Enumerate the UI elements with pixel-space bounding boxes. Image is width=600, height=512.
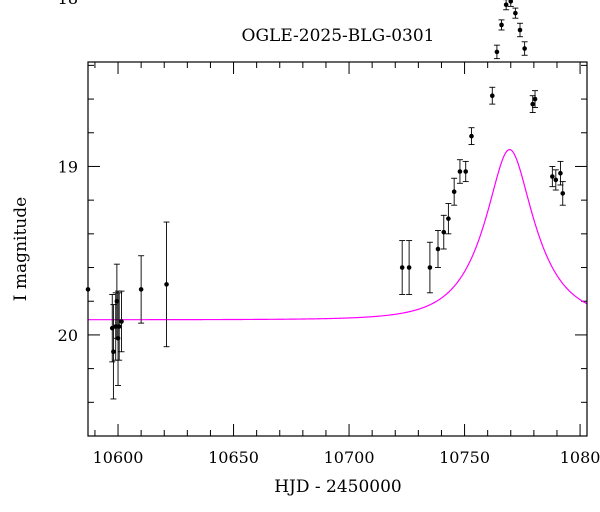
data-point xyxy=(521,41,528,56)
x-axis-label: HJD - 2450000 xyxy=(274,477,402,497)
data-point xyxy=(468,127,475,145)
point-marker xyxy=(451,189,457,195)
model-curve-line xyxy=(88,148,588,321)
point-marker xyxy=(530,101,536,107)
x-tick-label: 10750 xyxy=(439,448,490,467)
data-point xyxy=(507,0,514,7)
data-point xyxy=(557,160,564,186)
point-marker xyxy=(522,46,527,51)
x-tick-label: 10700 xyxy=(324,448,375,467)
data-point xyxy=(517,22,524,38)
data-point xyxy=(529,95,536,113)
point-marker xyxy=(517,27,523,33)
point-marker xyxy=(446,216,451,221)
data-point xyxy=(552,169,559,191)
point-marker xyxy=(513,10,518,16)
point-marker xyxy=(489,93,495,98)
point-marker xyxy=(138,287,144,292)
point-marker xyxy=(494,49,500,55)
data-point xyxy=(462,160,469,183)
point-marker xyxy=(114,298,120,304)
data-point xyxy=(110,304,117,400)
data-point xyxy=(399,240,406,295)
data-point xyxy=(489,86,496,105)
data-point xyxy=(559,181,566,206)
y-tick-label: 20 xyxy=(58,326,78,345)
data-point xyxy=(498,19,505,31)
chart-title: OGLE-2025-BLG-0301 xyxy=(242,26,435,46)
y-tick-label: 19 xyxy=(58,157,78,176)
point-marker xyxy=(550,174,555,179)
point-marker xyxy=(406,265,412,270)
point-marker xyxy=(427,265,433,270)
data-point xyxy=(118,290,125,353)
data-point xyxy=(163,221,170,348)
point-marker xyxy=(111,349,116,355)
data-point xyxy=(426,241,433,294)
point-marker xyxy=(469,133,474,139)
data-point xyxy=(549,166,556,188)
data-point xyxy=(512,7,519,19)
point-marker xyxy=(399,265,405,270)
data-point xyxy=(532,90,539,108)
data-point xyxy=(445,203,452,235)
data-point xyxy=(138,255,145,324)
point-marker xyxy=(457,169,463,174)
point-marker xyxy=(119,319,124,324)
data-point xyxy=(434,230,441,268)
point-marker xyxy=(435,246,441,252)
x-tick-label: 10600 xyxy=(93,448,144,467)
point-marker xyxy=(503,2,509,8)
data-point xyxy=(406,240,413,295)
tick-labels: 10600 10650 10700 10750 1080 18 19 20 xyxy=(58,0,600,467)
point-marker xyxy=(441,229,447,235)
point-marker xyxy=(553,177,559,183)
point-marker xyxy=(532,96,538,102)
axis-ticks xyxy=(88,62,587,437)
data-point xyxy=(451,177,458,206)
point-marker xyxy=(508,0,514,4)
data-point xyxy=(456,159,463,184)
point-marker xyxy=(164,282,169,287)
point-marker xyxy=(499,22,504,28)
data-point xyxy=(440,214,447,250)
y-axis-label: I magnitude xyxy=(11,197,31,301)
y-tick-label: 18 xyxy=(58,0,78,8)
point-marker xyxy=(116,324,122,329)
data-point xyxy=(503,0,510,11)
point-marker xyxy=(558,170,563,176)
plot-frame xyxy=(87,61,588,437)
data-point xyxy=(493,44,500,60)
point-marker xyxy=(115,335,121,341)
point-marker xyxy=(560,191,566,196)
x-tick-label: 1080 xyxy=(560,448,600,467)
point-marker xyxy=(463,169,469,174)
data-points xyxy=(85,0,566,400)
x-tick-label: 10650 xyxy=(208,448,259,467)
